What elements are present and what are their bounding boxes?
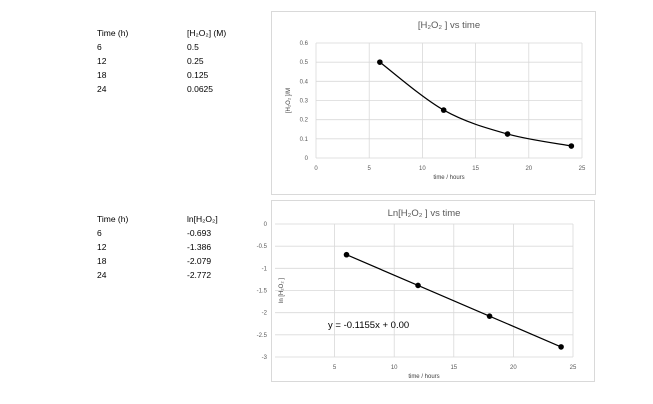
table-cell: -2.079: [187, 256, 212, 266]
table-cell: 0.0625: [187, 84, 213, 94]
x-tick-label: 5: [368, 166, 372, 172]
column-header: ln[H₂O₂]: [187, 214, 218, 224]
x-tick-label: 20: [510, 365, 517, 371]
table-cell: -2.772: [187, 270, 212, 280]
table-row: 6 -0.693: [97, 226, 257, 240]
y-tick-label: -2: [262, 311, 268, 317]
table-cell: 6: [97, 228, 102, 238]
table-row: 18 -2.079: [97, 254, 257, 268]
table-cell: 6: [97, 42, 102, 52]
y-tick-label: -2.5: [257, 333, 268, 339]
x-tick-label: 25: [579, 166, 586, 172]
y-tick-label: -1.5: [257, 289, 268, 295]
x-tick-label: 15: [450, 365, 457, 371]
y-tick-label: 0.6: [300, 41, 309, 47]
y-tick-label: 0.4: [300, 79, 309, 85]
x-axis-label: time / hours: [433, 175, 464, 181]
x-tick-label: 20: [525, 166, 532, 172]
x-tick-label: 0: [314, 166, 318, 172]
table-cell: 12: [97, 56, 107, 66]
log-concentration-chart-panel: 0 -0.5 -1 -1.5 -2 -2.5 -3 5 10 15 20 25 Ln[H₂O₂ ] vs…: [257, 200, 595, 382]
data-point: [568, 143, 575, 149]
y-tick-label: -1: [262, 266, 268, 272]
table-row: 24 0.0625: [97, 82, 257, 96]
table-cell: 18: [97, 70, 107, 80]
x-axis-label: time / hours: [408, 374, 439, 380]
data-point: [558, 344, 564, 350]
table-cell: 24: [97, 84, 107, 94]
data-point: [504, 131, 511, 137]
y-tick-label: 0: [264, 222, 268, 228]
y-tick-label: 0.3: [300, 99, 309, 105]
table-cell: 0.125: [187, 70, 209, 80]
chart-title: Ln[H₂O₂ ] vs time: [388, 208, 461, 219]
data-point: [486, 313, 493, 319]
concentration-chart-panel: 0 0.1 0.2 0.3 0.4 0.5 0.6 0 5 10 15 20 25 [H₂O₂ ] vs …: [271, 11, 596, 195]
y-tick-label: 0.2: [300, 118, 309, 124]
y-tick-label: -0.5: [257, 244, 268, 250]
log-concentration-chart: 0 -0.5 -1 -1.5 -2 -2.5 -3 5 10 15 20 25 Ln[H₂O₂ ] vs…: [257, 208, 577, 380]
y-tick-label: 0.1: [300, 137, 309, 143]
data-point: [440, 107, 447, 113]
table-row: 12 0.25: [97, 54, 257, 68]
table-header-row: Time (h) ln[H₂O₂]: [97, 212, 257, 226]
x-tick-label: 5: [333, 365, 337, 371]
data-point: [343, 251, 350, 258]
x-tick-label: 15: [472, 166, 479, 172]
table-cell: 12: [97, 242, 107, 252]
trendline-equation: y = -0.1155x + 0.00: [328, 320, 409, 331]
data-point: [415, 282, 421, 289]
table-cell: 0.5: [187, 42, 199, 52]
series-line: [346, 254, 562, 348]
data-point: [377, 59, 383, 65]
table-cell: -1.386: [187, 242, 212, 252]
table-row: 12 -1.386: [97, 240, 257, 254]
table-row: 6 0.5: [97, 40, 257, 54]
series-line: [379, 61, 572, 147]
concentration-chart: 0 0.1 0.2 0.3 0.4 0.5 0.6 0 5 10 15 20 25 [H₂O₂ ] vs …: [286, 20, 586, 181]
column-header: Time (h): [97, 214, 129, 224]
concentration-table: Time (h) [H₂O₂] (M) 6 0.5 12 0.25 18 0.1…: [97, 26, 257, 96]
y-axis-label: ln [H₂O₂ ]: [279, 278, 285, 303]
x-tick-label: 10: [419, 166, 426, 172]
table-cell: 0.25: [187, 56, 204, 66]
table-header-row: Time (h) [H₂O₂] (M): [97, 26, 257, 40]
y-axis-label: [H₂O₂ ]/M: [286, 88, 292, 113]
chart-title: [H₂O₂ ] vs time: [418, 20, 480, 31]
column-header: Time (h): [97, 28, 129, 38]
column-header: [H₂O₂] (M): [187, 28, 227, 38]
table-row: 24 -2.772: [97, 268, 257, 282]
x-tick-label: 10: [391, 365, 398, 371]
table-cell: 24: [97, 270, 107, 280]
y-tick-label: 0: [305, 156, 309, 162]
table-cell: -0.693: [187, 228, 212, 238]
x-tick-label: 25: [570, 365, 577, 371]
y-tick-label: 0.5: [300, 60, 309, 66]
table-row: 18 0.125: [97, 68, 257, 82]
y-tick-label: -3: [262, 355, 268, 361]
log-concentration-table: Time (h) ln[H₂O₂] 6 -0.693 12 -1.386 18 …: [97, 212, 257, 282]
table-cell: 18: [97, 256, 107, 266]
